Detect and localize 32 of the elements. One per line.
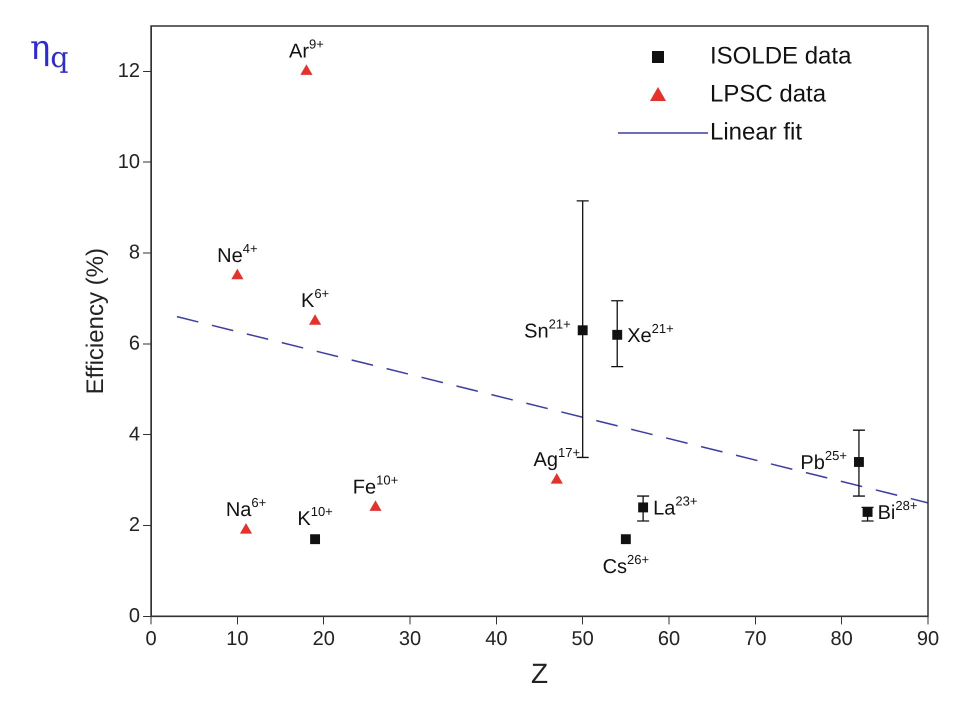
point bbox=[300, 64, 312, 75]
y-tick-label: 6 bbox=[128, 332, 140, 354]
x-tick-label: 80 bbox=[830, 628, 853, 650]
y-tick-label: 10 bbox=[118, 150, 140, 173]
x-tick-label: 10 bbox=[226, 628, 248, 650]
x-tick-label: 50 bbox=[572, 628, 594, 650]
y-tick-label: 8 bbox=[128, 242, 140, 264]
x-tick-label: 20 bbox=[312, 628, 335, 650]
legend-label: ISOLDE data bbox=[710, 42, 852, 70]
legend-label: Linear fit bbox=[710, 118, 802, 146]
legend-label: LPSC data bbox=[710, 80, 827, 108]
x-tick-label: 60 bbox=[658, 628, 680, 650]
x-tick-label: 0 bbox=[145, 628, 157, 650]
y-axis-title: Efficiency (%) bbox=[82, 248, 110, 394]
text: η$_{q}$ bbox=[30, 28, 69, 74]
x-tick-label: 30 bbox=[398, 628, 422, 650]
y-tick-label: 12 bbox=[118, 60, 140, 82]
y-tick-label: 2 bbox=[128, 514, 140, 536]
y-tick-label: 0 bbox=[128, 604, 140, 627]
x-tick-label: 90 bbox=[916, 628, 940, 650]
x-tick-label: 40 bbox=[485, 628, 508, 650]
y-tick-label: 4 bbox=[128, 423, 140, 446]
point bbox=[854, 457, 864, 467]
x-tick-label: 70 bbox=[744, 628, 766, 650]
point bbox=[240, 523, 252, 534]
point bbox=[550, 473, 563, 484]
point bbox=[231, 268, 244, 280]
point bbox=[620, 534, 631, 544]
point bbox=[309, 314, 322, 325]
point bbox=[369, 500, 382, 511]
point bbox=[310, 534, 320, 544]
x-axis-title: Z bbox=[530, 658, 548, 689]
